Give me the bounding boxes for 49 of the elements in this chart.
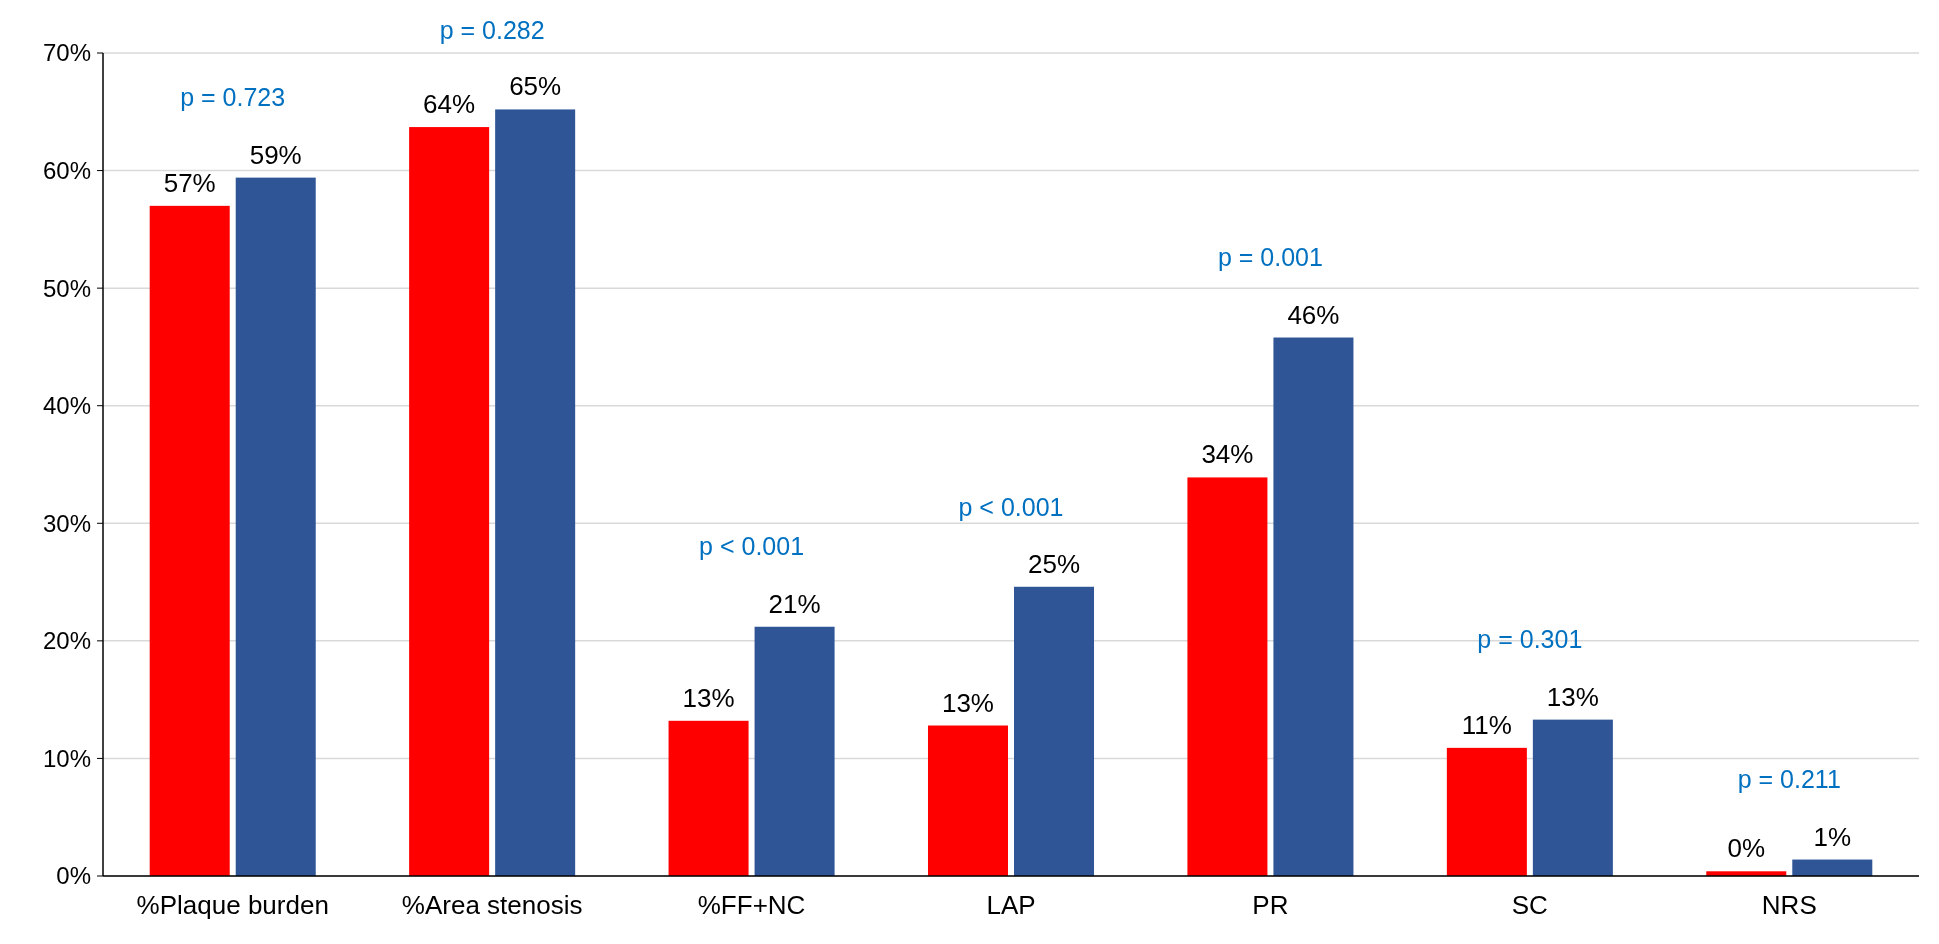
bar xyxy=(1187,477,1268,876)
bar xyxy=(668,720,749,876)
data-label: 57% xyxy=(163,167,216,198)
bar xyxy=(495,109,576,876)
data-label: 0% xyxy=(1727,833,1766,864)
data-label: 1% xyxy=(1813,821,1852,852)
bar xyxy=(409,127,490,876)
x-tick-label: %FF+NC xyxy=(697,890,806,920)
y-tick-label: 60% xyxy=(42,156,91,184)
data-label: 13% xyxy=(941,687,995,718)
x-tick-label: PR xyxy=(1252,890,1289,920)
x-tick-label: %Plaque burden xyxy=(136,890,329,920)
bar xyxy=(1014,586,1095,876)
data-label: 34% xyxy=(1201,439,1254,470)
bar xyxy=(1273,337,1354,876)
data-label: 21% xyxy=(768,588,821,619)
data-label: 64% xyxy=(423,89,476,120)
x-tick-label: LAP xyxy=(986,890,1036,920)
y-tick-label: 30% xyxy=(42,509,91,537)
text: p = 0.282 xyxy=(439,15,545,44)
data-label: 11% xyxy=(1461,709,1512,740)
y-tick-label: 20% xyxy=(42,627,91,655)
data-label: 25% xyxy=(1027,548,1081,579)
data-label: 13% xyxy=(1546,681,1599,712)
y-tick-label: 50% xyxy=(42,274,91,302)
bar xyxy=(754,626,835,876)
x-tick-label: SC xyxy=(1511,890,1548,920)
y-tick-label: 70% xyxy=(42,39,91,67)
bar xyxy=(149,205,230,876)
y-tick-label: 40% xyxy=(42,392,91,420)
bar xyxy=(1446,747,1527,876)
annotation: p < 0.001 xyxy=(958,492,1064,521)
annotation: p = 0.211 xyxy=(1737,765,1841,794)
data-label: 46% xyxy=(1287,299,1340,330)
annotation: p < 0.001 xyxy=(699,532,805,561)
annotation: p = 0.723 xyxy=(180,83,286,112)
x-tick-label: NRS xyxy=(1761,890,1817,920)
bar xyxy=(235,177,316,876)
bar xyxy=(1532,719,1613,876)
x-tick-label: %Area stenosis xyxy=(401,890,583,920)
y-tick-label: 0% xyxy=(56,862,91,890)
bar xyxy=(927,725,1008,876)
data-label: 13% xyxy=(682,682,735,713)
data-label: 59% xyxy=(249,139,302,170)
bar xyxy=(1792,859,1873,876)
data-label: 65% xyxy=(509,71,562,102)
y-tick-label: 10% xyxy=(42,744,91,772)
annotation: p = 0.301 xyxy=(1477,625,1583,654)
annotation: p = 0.001 xyxy=(1217,243,1323,272)
